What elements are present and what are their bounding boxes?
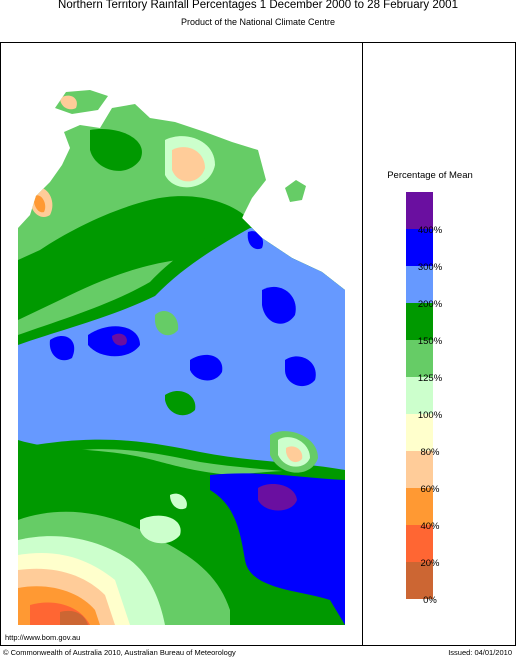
- copyright: © Commonwealth of Australia 2010, Austra…: [3, 648, 236, 657]
- legend-swatch: [406, 266, 433, 303]
- legend-label: 125%: [418, 373, 443, 384]
- legend-swatch: [406, 414, 433, 451]
- legend-label: 20%: [420, 558, 440, 569]
- legend-label: 300%: [418, 262, 443, 273]
- legend-label: 100%: [418, 410, 443, 421]
- legend-label: 40%: [420, 521, 440, 532]
- legend-swatch: [406, 451, 433, 488]
- legend-label: 400%: [418, 225, 443, 236]
- legend-swatch: [406, 488, 433, 525]
- legend-swatch: [406, 377, 433, 414]
- legend: 400% 300% 200% 150% 125% 100% 80% 60% 40% 20% 0%: [406, 192, 443, 606]
- legend-swatch: [406, 340, 433, 377]
- legend-label: 0%: [423, 595, 437, 606]
- legend-label: 60%: [420, 484, 440, 495]
- legend-label: 200%: [418, 299, 443, 310]
- legend-swatch: [406, 229, 433, 266]
- url: http://www.bom.gov.au: [5, 633, 80, 642]
- issued: Issued: 04/01/2010: [448, 648, 512, 657]
- subtitle: Product of the National Climate Centre: [181, 17, 335, 27]
- legend-label: 80%: [420, 447, 440, 458]
- legend-swatch: [406, 303, 433, 340]
- legend-label: 150%: [418, 336, 443, 347]
- map: [18, 90, 345, 625]
- legend-swatch: [406, 192, 433, 229]
- legend-swatch: [406, 562, 433, 599]
- legend-title: Percentage of Mean: [387, 170, 473, 181]
- legend-swatch: [406, 525, 433, 562]
- title: Northern Territory Rainfall Percentages …: [58, 0, 458, 11]
